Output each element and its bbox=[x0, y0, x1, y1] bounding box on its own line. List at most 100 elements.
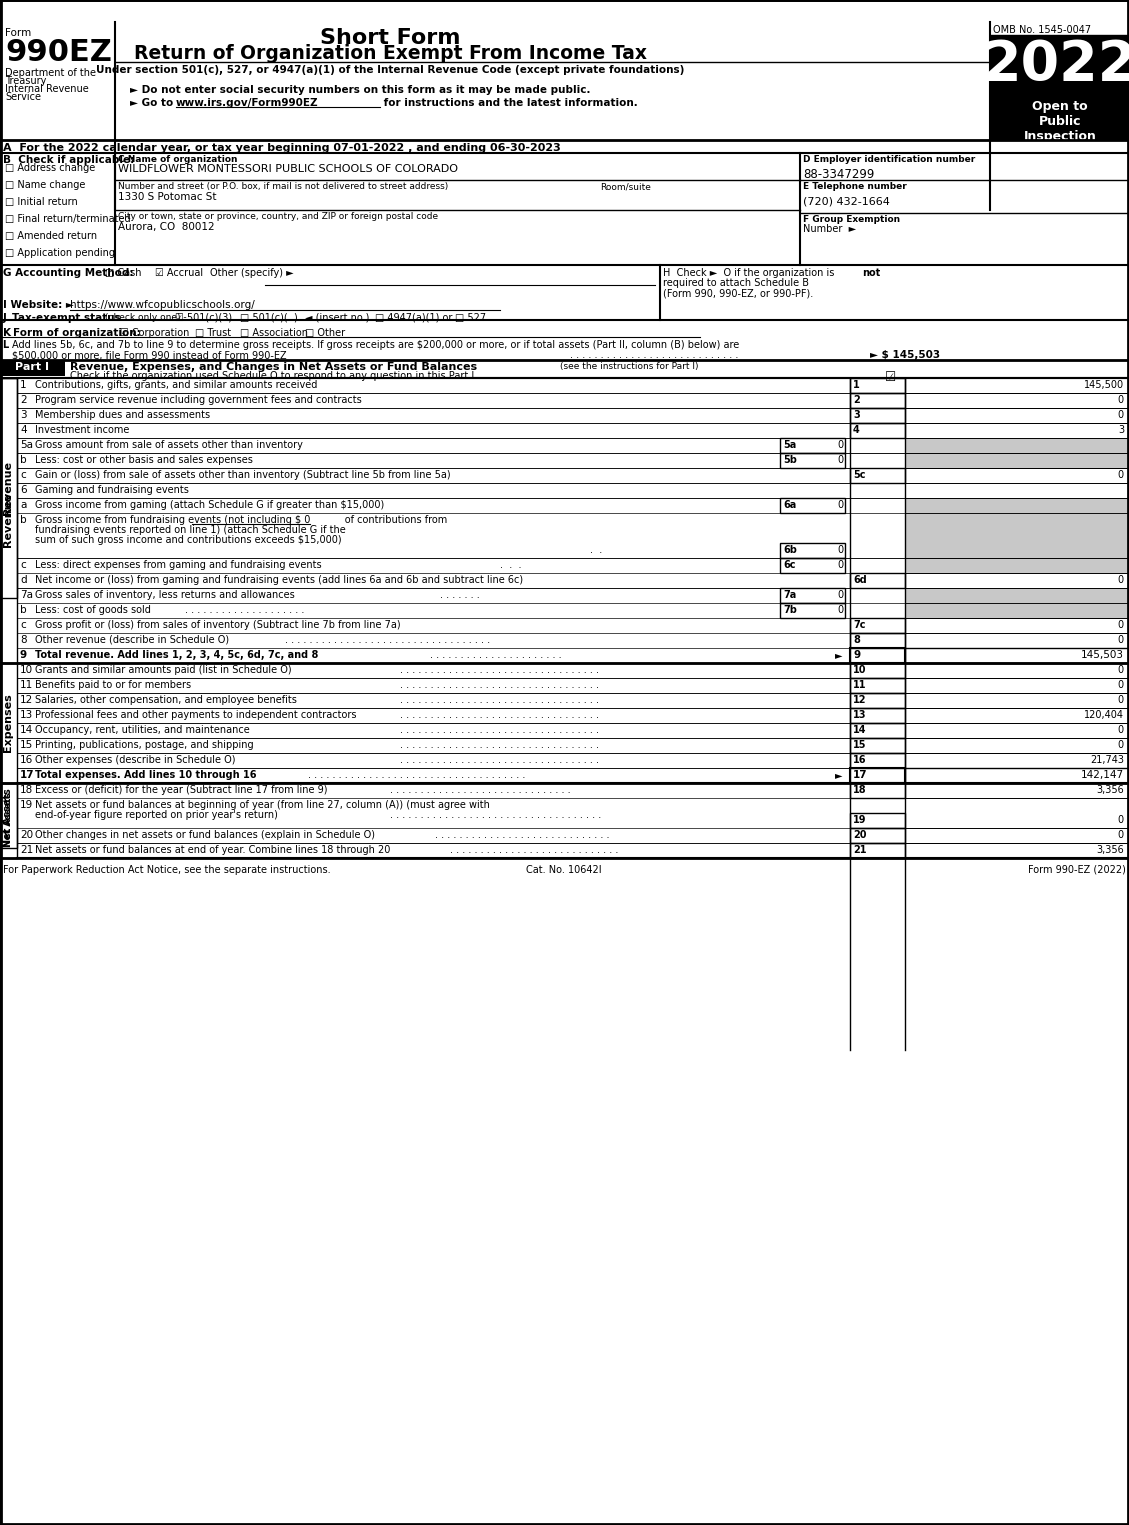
Text: 2022: 2022 bbox=[983, 38, 1129, 92]
Text: sum of such gross income and contributions exceeds $15,000): sum of such gross income and contributio… bbox=[35, 535, 342, 544]
Text: Professional fees and other payments to independent contractors: Professional fees and other payments to … bbox=[35, 711, 357, 720]
Text: Gross amount from sale of assets other than inventory: Gross amount from sale of assets other t… bbox=[35, 441, 303, 450]
Text: WILDFLOWER MONTESSORI PUBLIC SCHOOLS OF COLORADO: WILDFLOWER MONTESSORI PUBLIC SCHOOLS OF … bbox=[119, 165, 458, 174]
Text: $500,000 or more, file Form 990 instead of Form 990-EZ: $500,000 or more, file Form 990 instead … bbox=[12, 351, 287, 360]
Text: □ Address change: □ Address change bbox=[5, 163, 95, 172]
Bar bbox=[905, 499, 1129, 512]
Text: 1: 1 bbox=[854, 380, 860, 390]
Text: Treasury: Treasury bbox=[5, 76, 46, 85]
Text: For Paperwork Reduction Act Notice, see the separate instructions.: For Paperwork Reduction Act Notice, see … bbox=[3, 865, 331, 875]
Bar bbox=[905, 692, 1129, 708]
Bar bbox=[0, 782, 17, 859]
Text: Number  ►: Number ► bbox=[803, 224, 856, 233]
Text: Form 990-EZ (2022): Form 990-EZ (2022) bbox=[1029, 865, 1126, 875]
Text: . . . . . . . . . . . . . . . . . . . . . . . . . . . . . . . . .: . . . . . . . . . . . . . . . . . . . . … bbox=[400, 740, 599, 750]
Bar bbox=[905, 378, 1129, 393]
Bar bbox=[905, 663, 1129, 679]
Text: Grants and similar amounts paid (list in Schedule O): Grants and similar amounts paid (list in… bbox=[35, 665, 291, 676]
Text: □ Final return/terminated: □ Final return/terminated bbox=[5, 214, 131, 224]
Bar bbox=[905, 512, 1129, 558]
Text: 14: 14 bbox=[20, 724, 33, 735]
Text: 8: 8 bbox=[854, 634, 860, 645]
Bar bbox=[0, 0, 1129, 21]
Text: 16: 16 bbox=[854, 755, 866, 766]
Text: Program service revenue including government fees and contracts: Program service revenue including govern… bbox=[35, 395, 361, 406]
Text: . . . . . . . . . . . . . . . . . . . . . . . . . . . .: . . . . . . . . . . . . . . . . . . . . … bbox=[570, 351, 742, 360]
Text: □ 4947(a)(1) or: □ 4947(a)(1) or bbox=[375, 313, 453, 323]
Text: □ 527: □ 527 bbox=[455, 313, 487, 323]
Bar bbox=[850, 409, 905, 422]
Text: . . . . . . . . . . . . . . . . . . . . . . . . . . . . . . . . .: . . . . . . . . . . . . . . . . . . . . … bbox=[400, 665, 599, 676]
Text: Gross income from gaming (attach Schedule G if greater than $15,000): Gross income from gaming (attach Schedul… bbox=[35, 500, 384, 509]
Text: Return of Organization Exempt From Income Tax: Return of Organization Exempt From Incom… bbox=[133, 44, 647, 63]
Text: □ Trust: □ Trust bbox=[195, 328, 231, 339]
Text: 19: 19 bbox=[854, 814, 866, 825]
Text: Revenue, Expenses, and Changes in Net Assets or Fund Balances: Revenue, Expenses, and Changes in Net As… bbox=[70, 361, 478, 372]
Text: Submission Date - 2024-04-22: Submission Date - 2024-04-22 bbox=[170, 2, 318, 12]
Text: a: a bbox=[20, 500, 26, 509]
Text: Service: Service bbox=[5, 92, 41, 102]
Text: 16: 16 bbox=[20, 755, 33, 766]
Text: Salaries, other compensation, and employee benefits: Salaries, other compensation, and employ… bbox=[35, 695, 297, 705]
Text: 0: 0 bbox=[837, 544, 843, 555]
Text: efile GRAPHIC print: efile GRAPHIC print bbox=[3, 2, 97, 12]
Bar bbox=[850, 573, 905, 589]
Bar bbox=[163, 0, 443, 21]
Bar bbox=[905, 828, 1129, 843]
Bar bbox=[850, 468, 905, 483]
Text: Revenue: Revenue bbox=[3, 461, 14, 515]
Text: 11: 11 bbox=[854, 680, 866, 689]
Text: ► Do not enter social security numbers on this form as it may be made public.: ► Do not enter social security numbers o… bbox=[130, 85, 590, 95]
Text: Other revenue (describe in Schedule O): Other revenue (describe in Schedule O) bbox=[35, 634, 229, 645]
Text: 0: 0 bbox=[1118, 680, 1124, 689]
Bar bbox=[905, 499, 1129, 512]
Text: . . . . . . . . . . . . . . . . . . . . . .: . . . . . . . . . . . . . . . . . . . . … bbox=[430, 650, 561, 660]
Text: Less: cost or other basis and sales expenses: Less: cost or other basis and sales expe… bbox=[35, 454, 253, 465]
Text: c: c bbox=[20, 621, 26, 630]
Text: 10: 10 bbox=[854, 665, 866, 676]
Text: 145,503: 145,503 bbox=[1080, 650, 1124, 660]
Text: Net income or (loss) from gaming and fundraising events (add lines 6a and 6b and: Net income or (loss) from gaming and fun… bbox=[35, 575, 523, 586]
Text: (Form 990, 990-EZ, or 990-PF).: (Form 990, 990-EZ, or 990-PF). bbox=[663, 288, 813, 297]
Text: Room/suite: Room/suite bbox=[599, 181, 651, 191]
Text: Other expenses (describe in Schedule O): Other expenses (describe in Schedule O) bbox=[35, 755, 236, 766]
Text: 4: 4 bbox=[20, 425, 27, 435]
Text: ►: ► bbox=[835, 770, 842, 779]
Bar bbox=[0, 378, 17, 663]
Text: Contributions, gifts, grants, and similar amounts received: Contributions, gifts, grants, and simila… bbox=[35, 380, 317, 390]
Bar bbox=[850, 708, 905, 723]
Text: not: not bbox=[863, 268, 881, 278]
Bar bbox=[905, 573, 1129, 589]
Bar bbox=[905, 648, 1129, 663]
Text: Benefits paid to or for members: Benefits paid to or for members bbox=[35, 680, 191, 689]
Text: Excess or (deficit) for the year (Subtract line 17 from line 9): Excess or (deficit) for the year (Subtra… bbox=[35, 785, 327, 795]
Text: Department of the: Department of the bbox=[5, 69, 96, 78]
Text: .  .  .: . . . bbox=[500, 560, 522, 570]
Text: c: c bbox=[20, 560, 26, 570]
Bar bbox=[905, 723, 1129, 738]
Text: 20: 20 bbox=[854, 830, 866, 840]
Bar bbox=[905, 798, 1129, 828]
Text: . . . . . . . . . . . . . . . . . . . .: . . . . . . . . . . . . . . . . . . . . bbox=[185, 605, 305, 615]
Text: Gross profit or (loss) from sales of inventory (Subtract line 7b from line 7a): Gross profit or (loss) from sales of inv… bbox=[35, 621, 401, 630]
Text: ☑ 501(c)(3): ☑ 501(c)(3) bbox=[175, 313, 233, 323]
Text: Net Assets: Net Assets bbox=[3, 788, 14, 848]
Text: for instructions and the latest information.: for instructions and the latest informat… bbox=[380, 98, 638, 108]
Text: . . . . . . . . . . . . . . . . . . . . . . . . . . . .: . . . . . . . . . . . . . . . . . . . . … bbox=[450, 845, 619, 856]
Text: □ Cash: □ Cash bbox=[105, 268, 141, 278]
Text: ► Go to: ► Go to bbox=[130, 98, 177, 108]
Text: 142,147: 142,147 bbox=[1080, 770, 1124, 779]
Text: Under section 501(c), 527, or 4947(a)(1) of the Internal Revenue Code (except pr: Under section 501(c), 527, or 4947(a)(1)… bbox=[96, 66, 684, 75]
Text: 13: 13 bbox=[20, 711, 33, 720]
Text: 17: 17 bbox=[20, 770, 35, 779]
Text: d: d bbox=[20, 575, 27, 586]
Text: Form: Form bbox=[5, 27, 32, 38]
Bar bbox=[780, 453, 844, 468]
Text: Form of organization:: Form of organization: bbox=[14, 328, 141, 339]
Text: end-of-year figure reported on prior year's return): end-of-year figure reported on prior yea… bbox=[35, 810, 278, 820]
Text: 0: 0 bbox=[837, 605, 843, 615]
Text: Tax-exempt status: Tax-exempt status bbox=[12, 313, 121, 323]
Text: A  For the 2022 calendar year, or tax year beginning 07-01-2022 , and ending 06-: A For the 2022 calendar year, or tax yea… bbox=[3, 143, 561, 152]
Bar bbox=[990, 95, 1129, 140]
Text: Less: cost of goods sold: Less: cost of goods sold bbox=[35, 605, 151, 615]
